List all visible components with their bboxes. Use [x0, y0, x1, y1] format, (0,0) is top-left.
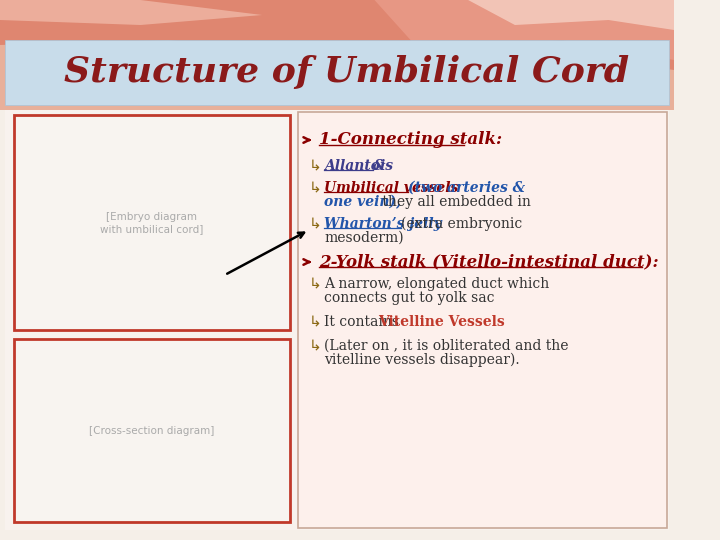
- Text: (extra embryonic: (extra embryonic: [401, 217, 522, 231]
- Text: mesoderm): mesoderm): [324, 231, 404, 245]
- Text: 2-Yolk stalk (Vitello-intestinal duct):: 2-Yolk stalk (Vitello-intestinal duct):: [319, 253, 659, 271]
- Text: 1-Connecting stalk:: 1-Connecting stalk:: [319, 132, 503, 148]
- Text: ↳: ↳: [309, 159, 322, 173]
- Text: ↳: ↳: [309, 339, 322, 354]
- FancyBboxPatch shape: [14, 115, 290, 330]
- Polygon shape: [0, 0, 674, 110]
- Text: [Cross-section diagram]: [Cross-section diagram]: [89, 426, 215, 436]
- Text: ↳: ↳: [309, 180, 322, 195]
- FancyBboxPatch shape: [14, 339, 290, 522]
- FancyBboxPatch shape: [298, 112, 667, 528]
- Text: connects gut to yolk sac: connects gut to yolk sac: [324, 291, 495, 305]
- FancyBboxPatch shape: [5, 40, 670, 105]
- FancyBboxPatch shape: [5, 110, 670, 530]
- Polygon shape: [468, 0, 674, 30]
- Text: &: &: [373, 159, 385, 173]
- Text: vitelline vessels disappear).: vitelline vessels disappear).: [324, 353, 520, 367]
- Text: It contains: It contains: [324, 315, 403, 329]
- Polygon shape: [0, 0, 674, 70]
- Text: they all embedded in: they all embedded in: [378, 195, 531, 209]
- Text: ↳: ↳: [309, 276, 322, 292]
- Text: Wharton’s jelly: Wharton’s jelly: [324, 217, 446, 231]
- Text: Structure of Umbilical Cord: Structure of Umbilical Cord: [64, 55, 629, 89]
- Text: A narrow, elongated duct which: A narrow, elongated duct which: [324, 277, 549, 291]
- Text: (Later on , it is obliterated and the: (Later on , it is obliterated and the: [324, 339, 569, 353]
- Text: Umbilical vessels: Umbilical vessels: [324, 181, 463, 195]
- Text: ↳: ↳: [309, 217, 322, 232]
- Text: Vitelline Vessels: Vitelline Vessels: [378, 315, 505, 329]
- Text: (two arteries &: (two arteries &: [408, 181, 526, 195]
- Polygon shape: [374, 0, 674, 60]
- Text: one vein),: one vein),: [324, 195, 401, 209]
- Text: [Embryo diagram
with umbilical cord]: [Embryo diagram with umbilical cord]: [100, 212, 203, 234]
- Text: Allantois: Allantois: [324, 159, 398, 173]
- Text: ↳: ↳: [309, 314, 322, 329]
- Polygon shape: [0, 0, 262, 25]
